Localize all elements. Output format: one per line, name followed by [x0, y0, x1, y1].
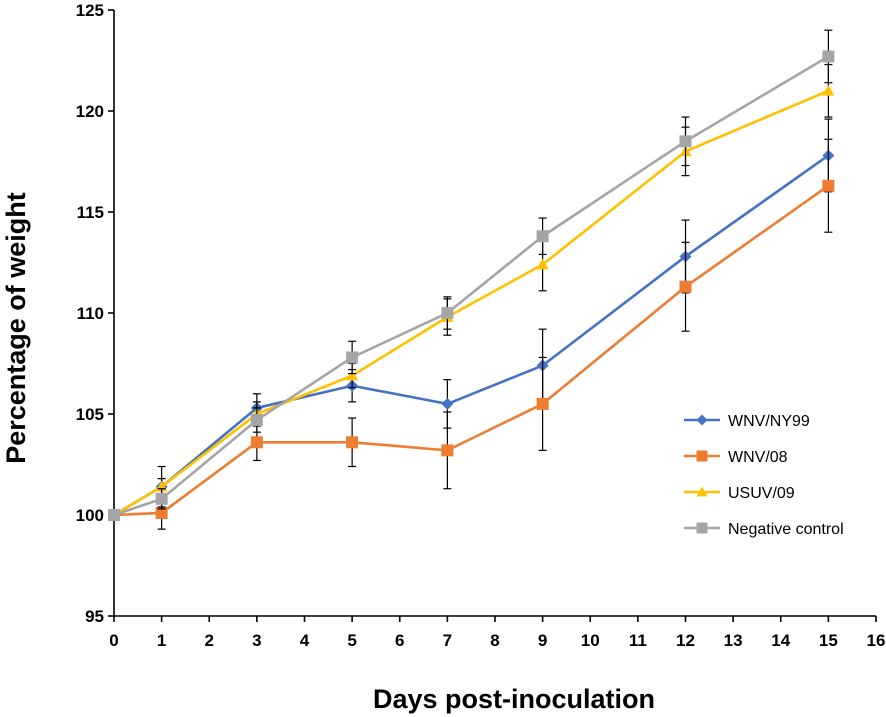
x-tick-label: 15 [819, 631, 838, 650]
series-negative-control [108, 29, 835, 521]
y-tick-label: 110 [77, 304, 104, 323]
x-tick-label: 6 [395, 631, 404, 650]
legend-label: Negative control [728, 521, 844, 538]
y-tick-label: 115 [77, 203, 104, 222]
data-point [536, 230, 549, 243]
legend-marker [696, 522, 708, 534]
x-tick-label: 11 [629, 631, 647, 650]
legend-item: Negative control [684, 521, 844, 538]
legend-marker [696, 450, 708, 462]
data-point [822, 50, 835, 63]
legend-marker [696, 414, 708, 426]
y-tick-label: 105 [76, 405, 104, 424]
x-axis-ticks: 0 1 2 3 4 5 6 7 8 9 10 11 12 13 14 15 16 [109, 616, 885, 650]
series-wnv-ny99 [108, 118, 835, 521]
data-point [155, 492, 168, 505]
legend-item: WNV/NY99 [684, 413, 810, 430]
x-tick-label: 14 [771, 631, 790, 650]
series-line [113, 55, 830, 517]
series-line [113, 184, 830, 517]
data-point [679, 135, 692, 148]
x-tick-label: 3 [252, 631, 261, 650]
x-tick-label: 10 [581, 631, 600, 650]
data-point [108, 509, 120, 521]
x-tick-label: 16 [867, 631, 886, 650]
data-point [346, 369, 359, 381]
y-axis-title: Percentage of weight [1, 192, 31, 464]
y-tick-label: 120 [76, 102, 104, 121]
data-point [536, 397, 549, 410]
x-tick-label: 4 [300, 631, 310, 650]
data-point [346, 351, 359, 364]
data-point [822, 179, 835, 192]
legend-item: USUV/09 [684, 485, 795, 502]
x-tick-label: 9 [538, 631, 547, 650]
x-tick-label: 1 [157, 631, 166, 650]
legend-label: WNV/NY99 [728, 413, 810, 430]
series-wnv-08 [108, 138, 835, 530]
x-tick-label: 12 [676, 631, 695, 650]
x-axis-title: Days post-inoculation [373, 684, 655, 714]
data-point [822, 84, 835, 96]
x-tick-label: 7 [443, 631, 452, 650]
legend-label: WNV/08 [728, 449, 788, 466]
data-point [441, 444, 454, 457]
data-point [679, 280, 692, 293]
data-point [346, 436, 359, 449]
legend-item: WNV/08 [684, 449, 788, 466]
x-tick-label: 13 [724, 631, 743, 650]
data-point [155, 506, 168, 519]
series-line [113, 154, 830, 517]
legend-marker [696, 486, 708, 497]
y-axis-ticks: 95 100 105 110 115 120 125 [76, 1, 114, 626]
x-tick-label: 2 [205, 631, 214, 650]
legend-label: USUV/09 [728, 485, 795, 502]
y-tick-label: 100 [76, 506, 104, 525]
data-point [250, 436, 263, 449]
y-tick-label: 95 [85, 607, 104, 626]
data-point [250, 414, 263, 427]
series-layer [108, 29, 835, 530]
data-point [536, 258, 549, 270]
data-point [441, 307, 454, 319]
y-tick-label: 125 [76, 1, 104, 20]
series-line [113, 89, 829, 517]
x-tick-label: 0 [109, 631, 118, 650]
legend: WNV/NY99 WNV/08 USUV/09 Negative control [684, 413, 844, 538]
data-point [441, 397, 454, 410]
x-tick-label: 8 [490, 631, 499, 650]
x-tick-label: 5 [347, 631, 356, 650]
